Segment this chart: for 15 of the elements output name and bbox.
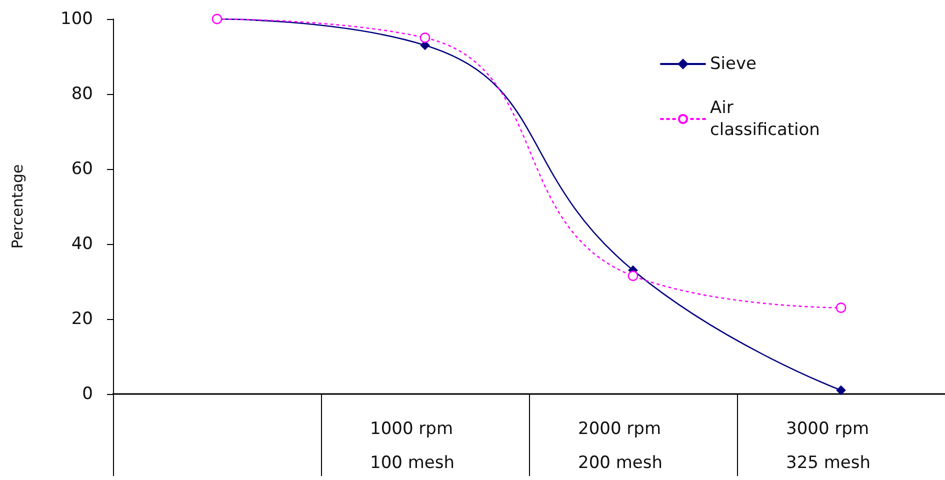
y-tick-label: 20 (71, 309, 93, 329)
x-tick-label: 2000 rpm 200 mesh (578, 419, 663, 473)
x-tick-label: 3000 rpm 325 mesh (786, 419, 871, 473)
y-tick-label: 40 (71, 234, 93, 254)
y-axis-title: Percentage (8, 164, 26, 249)
x-tick-label: 1000 rpm 100 mesh (370, 419, 455, 473)
legend-label: Sieve (710, 54, 756, 74)
y-tick-label: 100 (60, 9, 93, 29)
y-tick-label: 0 (82, 384, 93, 404)
point (836, 386, 846, 395)
legend-label: Air classification (710, 98, 820, 140)
y-tick-label: 60 (71, 159, 93, 179)
point (628, 270, 638, 282)
y-tick-label: 80 (71, 84, 93, 104)
point (420, 32, 430, 43)
